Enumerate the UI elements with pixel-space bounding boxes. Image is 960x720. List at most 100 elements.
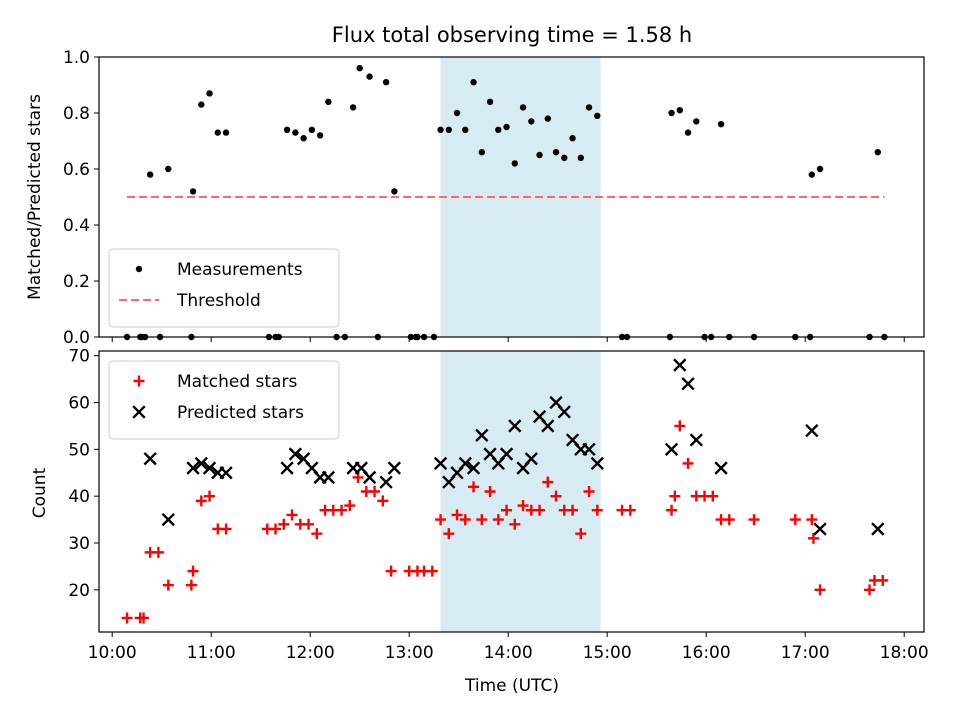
measurements-point bbox=[198, 101, 205, 108]
x-tick-label: 14:00 bbox=[484, 643, 533, 663]
measurements-point bbox=[316, 132, 324, 139]
predicted-stars-point bbox=[288, 447, 302, 461]
y-tick-label: 1.0 bbox=[63, 48, 90, 68]
matched-stars-point bbox=[220, 523, 232, 535]
predicted-stars-point bbox=[557, 405, 571, 419]
legend-marker bbox=[132, 405, 146, 419]
matched-stars-point bbox=[669, 490, 681, 502]
matched-stars-point bbox=[814, 584, 826, 596]
predicted-stars-point bbox=[813, 522, 827, 536]
predicted-stars-point bbox=[458, 456, 472, 471]
matched-stars-point bbox=[550, 490, 562, 502]
predicted-stars-point bbox=[202, 461, 217, 475]
matched-stars-point bbox=[807, 532, 819, 544]
chart-title: Flux total observing time = 1.58 h bbox=[332, 23, 692, 47]
x-tick-label: 18:00 bbox=[880, 643, 929, 663]
measurements-point bbox=[366, 73, 373, 80]
predicted-stars-point bbox=[681, 377, 695, 391]
measurements-point bbox=[808, 171, 815, 178]
measurements-point bbox=[325, 98, 332, 106]
predicted-stars-point bbox=[805, 423, 819, 438]
bottom-observing-span bbox=[440, 351, 601, 632]
matched-stars-point bbox=[591, 504, 603, 516]
x-tick-label: 10:00 bbox=[88, 643, 137, 663]
measurements-point bbox=[349, 104, 357, 111]
top-y-ticks: 0.0 0.2 0.4 0.6 0.8 1.0 bbox=[63, 48, 99, 348]
bottom-x-ticks: 10:00 11:00 12:00 13:00 14:00 15:00 16:00 17:00… bbox=[88, 632, 929, 663]
matched-stars-point bbox=[542, 476, 554, 488]
measurements-point bbox=[222, 129, 230, 136]
measurements-point bbox=[382, 79, 390, 86]
matched-stars-point bbox=[492, 514, 504, 526]
y-tick-label: 70 bbox=[68, 347, 90, 367]
matched-stars-point bbox=[270, 523, 282, 535]
y-tick-label: 20 bbox=[68, 581, 90, 601]
measurements-point bbox=[594, 112, 601, 120]
legend-box bbox=[108, 360, 340, 440]
measurements-point bbox=[308, 126, 316, 133]
matched-stars-point bbox=[575, 528, 587, 540]
matched-stars-point bbox=[344, 500, 356, 512]
x-axis-label: Time (UTC) bbox=[464, 676, 559, 696]
measurements-point bbox=[536, 151, 543, 159]
predicted-stars-point bbox=[387, 461, 401, 475]
matched-stars-point bbox=[152, 546, 164, 558]
bottom-legend: Matched stars Predicted stars bbox=[108, 360, 340, 440]
y-tick-label: 0.4 bbox=[63, 216, 90, 236]
y-tick-label: 40 bbox=[68, 487, 90, 507]
legend-box bbox=[108, 248, 340, 328]
measurements-point bbox=[495, 126, 502, 133]
measurements-point bbox=[283, 126, 291, 133]
measurements-point bbox=[189, 188, 197, 195]
predicted-stars-point bbox=[664, 442, 679, 456]
legend-label: Matched stars bbox=[177, 372, 297, 392]
measurements-point bbox=[470, 79, 477, 86]
bottom-panel: 10:00 11:00 12:00 13:00 14:00 15:00 16:00 17:00… bbox=[30, 347, 929, 696]
measurements-point bbox=[528, 118, 535, 125]
measurements-point bbox=[503, 123, 510, 131]
matched-stars-point bbox=[278, 518, 290, 530]
matched-stars-point bbox=[789, 514, 801, 526]
legend-label: Predicted stars bbox=[177, 403, 304, 423]
measurements-point bbox=[693, 118, 700, 125]
bottom-axes-frame bbox=[98, 350, 925, 633]
matched-stars-point bbox=[468, 481, 480, 493]
y-tick-label: 30 bbox=[68, 534, 90, 554]
matched-stars-point bbox=[286, 509, 298, 521]
matched-stars-point bbox=[682, 457, 694, 469]
predicted-stars-point bbox=[590, 456, 604, 471]
matched-stars-point bbox=[666, 504, 678, 516]
measurements-point bbox=[544, 115, 551, 122]
matched-stars-point bbox=[476, 514, 488, 526]
matched-stars-point bbox=[509, 518, 521, 530]
measurements-point bbox=[519, 104, 527, 111]
matched-stars-point bbox=[877, 574, 889, 586]
matched-stars-point bbox=[385, 565, 397, 577]
predicted-stars-point bbox=[508, 419, 522, 433]
measurements-point bbox=[816, 165, 824, 173]
matched-stars-point bbox=[517, 500, 529, 512]
matched-stars-point bbox=[443, 528, 455, 540]
matched-stars-point bbox=[336, 504, 348, 516]
predicted-stars-point bbox=[143, 452, 157, 466]
matched-stars-point bbox=[162, 579, 174, 591]
matched-stars-point bbox=[624, 504, 636, 516]
measurements-point bbox=[577, 154, 584, 161]
matched-stars-point bbox=[311, 528, 323, 540]
measurements-point bbox=[300, 135, 307, 142]
legend-label: Measurements bbox=[177, 260, 303, 280]
predicted-stars-point bbox=[475, 428, 489, 442]
y-tick-label: 60 bbox=[68, 394, 90, 414]
bottom-y-axis-label: Count bbox=[30, 467, 50, 518]
measurements-point bbox=[676, 107, 683, 114]
matched-stars-point bbox=[864, 584, 876, 596]
measurements-point bbox=[437, 126, 444, 133]
matched-stars-point bbox=[484, 486, 496, 497]
measurements-point bbox=[146, 171, 154, 178]
measurements-point bbox=[356, 65, 363, 72]
measurements-point bbox=[478, 149, 485, 156]
matched-stars-point bbox=[567, 504, 579, 516]
matched-stars-point bbox=[748, 514, 760, 526]
predicted-stars-point bbox=[362, 470, 377, 485]
top-x-ticks bbox=[111, 337, 905, 342]
